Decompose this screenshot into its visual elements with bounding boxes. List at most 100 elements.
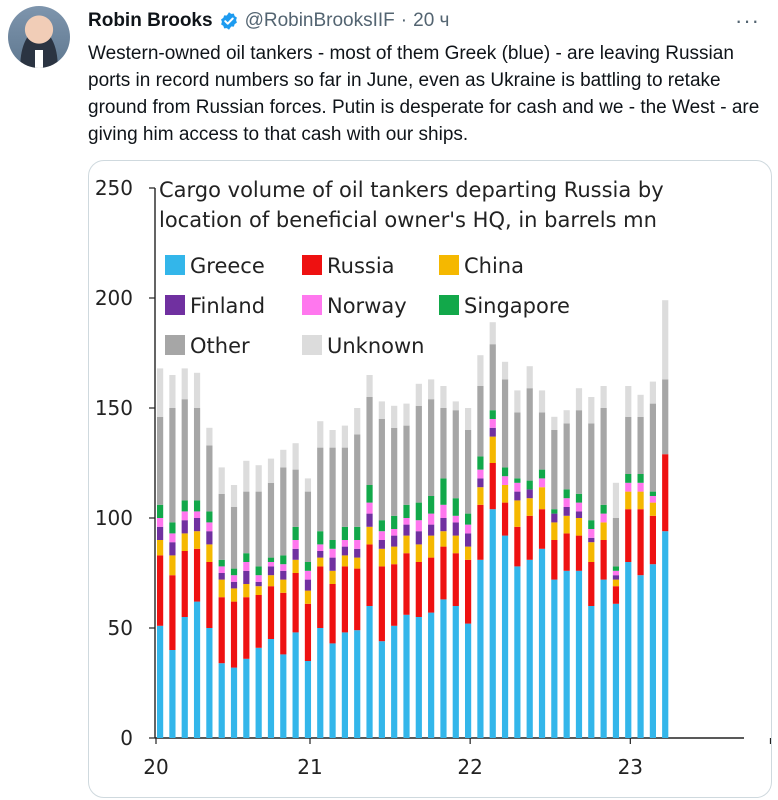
bar-segment-finland xyxy=(378,540,385,549)
bar-segment-unknown xyxy=(378,401,385,419)
bar-segment-greece xyxy=(169,650,176,738)
legend-label: China xyxy=(464,254,524,278)
bar-segment-singapore xyxy=(538,469,546,479)
bar-segment-norway xyxy=(612,570,620,576)
bar-segment-singapore xyxy=(637,474,644,483)
bar-segment-unknown xyxy=(600,386,607,408)
bar-segment-norway xyxy=(341,540,348,547)
bar-segment-singapore xyxy=(465,513,472,525)
bar-segment-greece xyxy=(403,614,410,738)
bar-segment-norway xyxy=(243,562,250,571)
bar-segment-norway xyxy=(157,518,164,527)
bar-segment-unknown xyxy=(415,383,422,406)
bar-segment-other xyxy=(354,434,361,527)
bar-segment-norway xyxy=(440,504,447,518)
bar-segment-finland xyxy=(206,531,213,545)
bar-segment-china xyxy=(514,500,521,527)
bar-segment-greece xyxy=(477,559,484,738)
bar-segment-finland xyxy=(428,524,435,536)
bar-segment-singapore xyxy=(366,485,373,503)
bar-segment-norway xyxy=(169,533,176,543)
bar-segment-greece xyxy=(292,632,299,738)
legend-swatch xyxy=(302,335,322,355)
bar-segment-russia xyxy=(428,557,435,613)
bar-segment-norway xyxy=(452,515,459,523)
bar-segment-china xyxy=(157,540,164,556)
bar-segment-finland xyxy=(477,478,484,488)
bar-segment-russia xyxy=(563,533,570,571)
bar-segment-finland xyxy=(354,548,361,558)
bar-segment-china xyxy=(637,491,644,510)
chart-image-card[interactable]: 0 50 100 150 200 250 20 21 22 23 Cargo volume of o… xyxy=(88,160,772,798)
bar-segment-other xyxy=(193,408,201,501)
bar-segment-other xyxy=(317,447,324,532)
author-handle[interactable]: @RobinBrooksIIF xyxy=(244,10,395,31)
bar-segment-finland xyxy=(403,524,410,536)
bar-segment-other xyxy=(575,410,583,494)
legend-swatch xyxy=(439,295,459,315)
chart-title-line: location of beneficial owner's HQ, in ba… xyxy=(159,208,657,232)
bar-segment-other xyxy=(452,410,459,499)
bar-segment-greece xyxy=(193,601,201,738)
author-name[interactable]: Robin Brooks xyxy=(88,10,213,31)
bar-segment-russia xyxy=(267,586,275,639)
bar-segment-greece xyxy=(378,641,385,738)
bar-segment-norway xyxy=(625,482,632,492)
bar-segment-russia xyxy=(551,540,558,580)
bar-segment-norway xyxy=(637,482,644,492)
bar-segment-norway xyxy=(465,524,472,534)
bar-segment-unknown xyxy=(206,427,213,446)
y-tick-label: 200 xyxy=(95,286,133,310)
avatar[interactable] xyxy=(8,6,70,68)
bar-segment-greece xyxy=(489,509,496,738)
bar-segment-china xyxy=(181,533,188,551)
bar-segment-greece xyxy=(501,535,509,738)
bar-segment-other xyxy=(304,491,312,562)
bar-segment-other xyxy=(563,423,570,490)
bar-segment-norway xyxy=(378,531,385,540)
bar-segment-unknown xyxy=(637,394,644,417)
bar-segment-unknown xyxy=(169,375,176,408)
bar-segment-china xyxy=(218,579,225,598)
chart-title-line: Cargo volume of oil tankers departing Ru… xyxy=(159,178,664,202)
bar-segment-singapore xyxy=(230,568,238,576)
bar-segment-china xyxy=(243,584,250,598)
bar-segment-greece xyxy=(649,564,656,738)
bar-segment-finland xyxy=(255,581,262,587)
bar-segment-singapore xyxy=(489,410,496,419)
verified-badge-icon xyxy=(220,12,237,30)
bar-segment-singapore xyxy=(588,520,595,529)
bar-segment-china xyxy=(588,542,595,562)
bar-segment-norway xyxy=(218,566,225,573)
bar-segment-finland xyxy=(563,507,570,516)
bar-segment-china xyxy=(452,535,459,554)
more-options-icon[interactable]: ··· xyxy=(735,8,760,33)
bar-segment-russia xyxy=(415,562,422,617)
bar-segment-finland xyxy=(181,520,188,534)
stacked-bar-chart: 0 50 100 150 200 250 20 21 22 23 Cargo volume of o… xyxy=(95,176,771,779)
bar-segment-russia xyxy=(181,551,188,617)
bar-segment-singapore xyxy=(612,566,620,571)
bar-segment-russia xyxy=(292,573,299,633)
legend-swatch xyxy=(165,255,185,275)
bar-segment-finland xyxy=(329,557,336,571)
bar-segment-singapore xyxy=(218,559,225,567)
bar-segment-unknown xyxy=(612,482,620,518)
bar-segment-other xyxy=(538,412,546,470)
bar-segment-singapore xyxy=(329,540,336,549)
legend-swatch xyxy=(302,255,322,275)
bar-segment-greece xyxy=(280,654,287,738)
bar-segment-singapore xyxy=(428,496,435,514)
bar-segment-singapore xyxy=(157,504,164,518)
bar-segment-finland xyxy=(551,513,558,523)
bar-segment-norway xyxy=(267,562,275,567)
bar-segment-unknown xyxy=(588,397,595,424)
bar-segment-unknown xyxy=(280,449,287,468)
bar-segment-greece xyxy=(329,643,336,738)
legend-label: Norway xyxy=(327,294,407,318)
bar-segment-russia xyxy=(218,597,225,664)
tweet-time[interactable]: 20 ч xyxy=(413,10,450,31)
bar-segment-russia xyxy=(662,454,669,532)
bar-segment-china xyxy=(440,531,447,547)
bar-segment-norway xyxy=(588,529,595,538)
